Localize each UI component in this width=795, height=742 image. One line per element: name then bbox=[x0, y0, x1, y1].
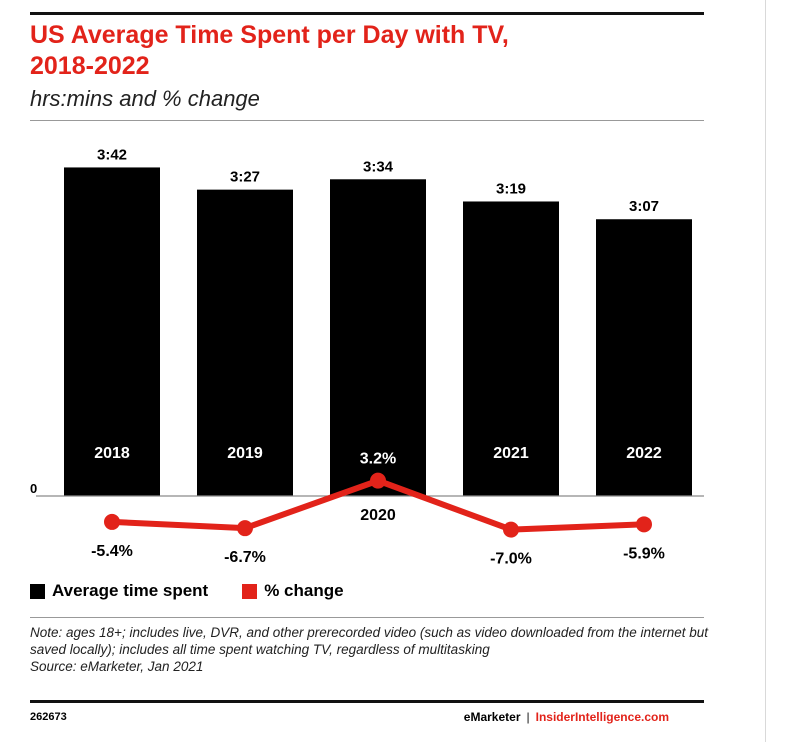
percent-change-point-2020 bbox=[370, 472, 386, 489]
percent-change-label-2020: 3.2% bbox=[360, 451, 396, 468]
category-label-2019: 2019 bbox=[227, 445, 263, 462]
page-divider bbox=[765, 0, 766, 742]
category-label-2018: 2018 bbox=[94, 445, 130, 462]
percent-change-point-2018 bbox=[104, 513, 120, 530]
chart-subtitle: hrs:mins and % change bbox=[30, 86, 260, 111]
percent-change-label-2022: -5.9% bbox=[623, 545, 665, 562]
percent-change-label-2018: -5.4% bbox=[91, 543, 133, 560]
category-label-2022: 2022 bbox=[626, 445, 662, 462]
chart-title: US Average Time Spent per Day with TV, 2… bbox=[30, 20, 710, 82]
legend-swatch-percent-change bbox=[242, 583, 258, 599]
percent-change-label-2019: -6.7% bbox=[224, 549, 266, 566]
brand-footer: eMarketer | InsiderIntelligence.com bbox=[464, 710, 669, 724]
brand-emarketer: eMarketer bbox=[463, 710, 521, 724]
subtitle-rule bbox=[30, 120, 704, 121]
bar-2022 bbox=[596, 219, 692, 496]
chart-id: 262673 bbox=[30, 711, 67, 723]
legend-swatch-average-time bbox=[30, 583, 45, 599]
chart-plot: 3:42 3:27 3:34 3:19 3:07 0 2018 2019 2020 2021 202… bbox=[30, 146, 704, 568]
legend-item-average-time: Average time spent bbox=[30, 581, 208, 601]
legend: Average time spent % change bbox=[30, 580, 378, 602]
percent-change-point-2021 bbox=[503, 521, 519, 538]
legend-label-average-time: Average time spent bbox=[52, 581, 209, 600]
chart-title-line-2: 2018-2022 bbox=[30, 52, 150, 80]
bar-value-label-2019: 3:27 bbox=[230, 169, 260, 186]
bar-value-label-2022: 3:07 bbox=[629, 198, 659, 215]
bottom-rule bbox=[30, 700, 704, 703]
bar-2020 bbox=[330, 179, 426, 496]
zero-label: 0 bbox=[30, 481, 37, 496]
brand-insider-intelligence: InsiderIntelligence.com bbox=[535, 710, 669, 724]
legend-rule bbox=[30, 617, 704, 618]
percent-change-point-2019 bbox=[237, 520, 253, 537]
bar-value-label-2018: 3:42 bbox=[97, 146, 127, 163]
source-text: Source: eMarketer, Jan 2021 bbox=[30, 659, 204, 674]
legend-label-percent-change: % change bbox=[264, 581, 344, 600]
bar-2019 bbox=[197, 189, 293, 496]
bar-2018 bbox=[64, 167, 160, 496]
footnote: Note: ages 18+; includes live, DVR, and … bbox=[30, 624, 710, 675]
note-text: Note: ages 18+; includes live, DVR, and … bbox=[30, 625, 709, 657]
legend-item-percent-change: % change bbox=[242, 581, 344, 601]
chart-card: US Average Time Spent per Day with TV, 2… bbox=[30, 12, 710, 724]
category-label-2020: 2020 bbox=[360, 507, 396, 524]
bar-value-label-2021: 3:19 bbox=[496, 180, 526, 197]
percent-change-label-2021: -7.0% bbox=[490, 551, 532, 568]
chart-title-line-1: US Average Time Spent per Day with TV, bbox=[30, 21, 509, 49]
bar-2021 bbox=[463, 201, 559, 496]
category-label-2021: 2021 bbox=[493, 445, 529, 462]
bar-value-label-2020: 3:34 bbox=[363, 158, 394, 175]
percent-change-point-2022 bbox=[636, 516, 652, 533]
top-rule bbox=[30, 12, 704, 15]
brand-separator: | bbox=[526, 710, 530, 724]
